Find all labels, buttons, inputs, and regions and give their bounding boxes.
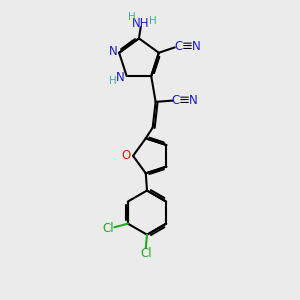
Text: N: N [189, 94, 198, 106]
Text: N: N [109, 45, 118, 58]
Text: ≡: ≡ [182, 40, 193, 53]
Text: N: N [192, 40, 201, 53]
Text: H: H [109, 76, 117, 85]
Text: Cl: Cl [102, 222, 114, 235]
Text: Cl: Cl [140, 247, 152, 260]
Text: N: N [116, 71, 125, 84]
Text: O: O [122, 149, 131, 162]
Text: H: H [128, 13, 136, 22]
Text: ≡: ≡ [179, 94, 190, 106]
Text: C: C [172, 94, 180, 106]
Text: H: H [149, 16, 157, 26]
Text: NH: NH [132, 16, 150, 30]
Text: C: C [175, 40, 183, 53]
